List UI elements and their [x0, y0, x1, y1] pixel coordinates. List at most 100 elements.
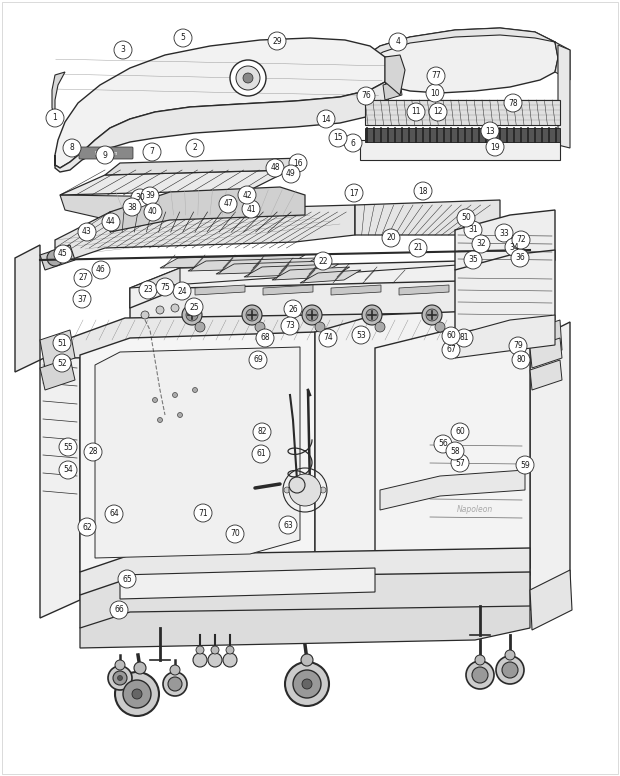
Circle shape [194, 504, 212, 522]
Circle shape [434, 435, 452, 453]
Circle shape [219, 195, 237, 213]
Polygon shape [130, 268, 180, 308]
Text: 32: 32 [476, 240, 486, 248]
Circle shape [495, 224, 513, 242]
Polygon shape [60, 195, 285, 218]
Text: 36: 36 [515, 254, 525, 262]
Polygon shape [385, 57, 400, 95]
Circle shape [329, 129, 347, 147]
Text: 82: 82 [257, 428, 267, 436]
Text: 64: 64 [109, 510, 119, 518]
Circle shape [110, 601, 128, 619]
Circle shape [63, 139, 81, 157]
Circle shape [78, 223, 96, 241]
Circle shape [289, 477, 305, 493]
Text: 15: 15 [333, 133, 343, 143]
Circle shape [375, 322, 385, 332]
Circle shape [141, 311, 149, 319]
Polygon shape [55, 38, 390, 168]
Text: 31: 31 [468, 226, 478, 234]
Text: 11: 11 [411, 108, 421, 116]
Circle shape [242, 200, 260, 218]
Text: 42: 42 [242, 190, 252, 199]
Polygon shape [244, 264, 339, 277]
Polygon shape [399, 285, 449, 295]
Text: 14: 14 [321, 115, 331, 123]
Polygon shape [95, 347, 300, 558]
Circle shape [123, 198, 141, 216]
Circle shape [311, 496, 317, 501]
Circle shape [157, 417, 162, 422]
Circle shape [301, 654, 313, 666]
Circle shape [131, 189, 149, 207]
Text: 33: 33 [499, 228, 509, 237]
Polygon shape [40, 340, 80, 618]
Text: 74: 74 [323, 334, 333, 342]
Text: 4: 4 [396, 37, 401, 47]
Text: 70: 70 [230, 529, 240, 539]
Polygon shape [216, 261, 327, 274]
Circle shape [156, 306, 164, 314]
Circle shape [472, 667, 488, 683]
Circle shape [252, 445, 270, 463]
Text: 67: 67 [446, 345, 456, 355]
Text: 40: 40 [148, 207, 158, 217]
Circle shape [266, 159, 284, 177]
Circle shape [78, 518, 96, 536]
Circle shape [362, 305, 382, 325]
Circle shape [172, 393, 177, 397]
Polygon shape [530, 320, 562, 360]
Circle shape [208, 653, 222, 667]
Circle shape [123, 680, 151, 708]
Text: 38: 38 [127, 203, 137, 212]
Circle shape [451, 454, 469, 472]
Text: 46: 46 [96, 265, 106, 275]
Circle shape [53, 334, 71, 352]
Text: 60: 60 [455, 428, 465, 436]
Polygon shape [263, 285, 313, 295]
Circle shape [242, 305, 262, 325]
Circle shape [195, 322, 205, 332]
Circle shape [249, 351, 267, 369]
Circle shape [139, 281, 157, 299]
Polygon shape [40, 330, 75, 368]
Circle shape [108, 666, 132, 690]
Text: 37: 37 [77, 295, 87, 303]
Circle shape [505, 650, 515, 660]
Circle shape [268, 32, 286, 50]
Circle shape [446, 442, 464, 460]
Text: 12: 12 [433, 108, 443, 116]
Text: 62: 62 [82, 522, 92, 532]
Circle shape [289, 154, 307, 172]
Text: 35: 35 [468, 255, 478, 265]
Circle shape [429, 103, 447, 121]
Circle shape [427, 67, 445, 85]
Circle shape [255, 322, 265, 332]
Polygon shape [530, 322, 570, 610]
Polygon shape [272, 267, 350, 280]
Circle shape [113, 671, 127, 685]
Circle shape [211, 646, 219, 654]
Circle shape [153, 397, 157, 403]
Text: 65: 65 [122, 574, 132, 584]
Text: Napoleon: Napoleon [457, 505, 493, 514]
Text: 78: 78 [508, 99, 518, 108]
Circle shape [435, 322, 445, 332]
Circle shape [475, 655, 485, 665]
Circle shape [486, 138, 504, 156]
Text: 27: 27 [78, 273, 88, 282]
Polygon shape [375, 326, 530, 582]
Polygon shape [160, 255, 305, 268]
Circle shape [315, 322, 325, 332]
Circle shape [186, 309, 198, 321]
Circle shape [132, 689, 142, 699]
Circle shape [118, 570, 136, 588]
Circle shape [256, 329, 274, 347]
Circle shape [114, 41, 132, 59]
Polygon shape [80, 572, 530, 628]
Circle shape [156, 278, 174, 296]
Circle shape [414, 182, 432, 200]
Circle shape [47, 250, 63, 266]
Polygon shape [380, 470, 525, 510]
Circle shape [504, 94, 522, 112]
